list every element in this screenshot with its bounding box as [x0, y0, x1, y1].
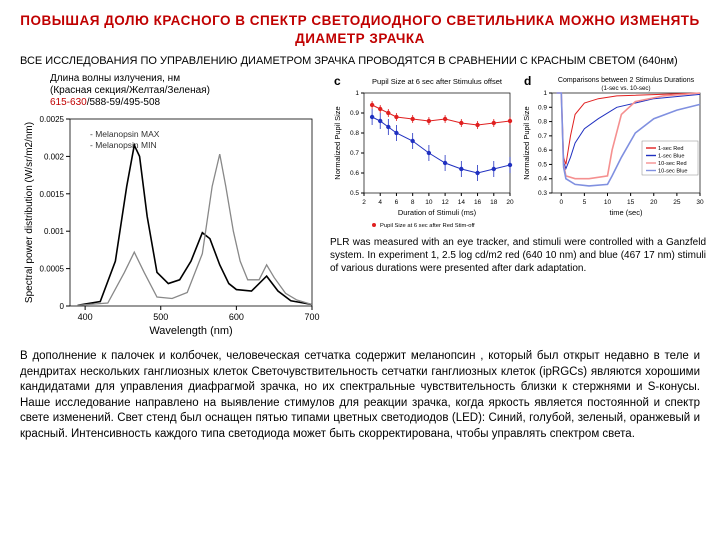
- chart-d: d Comparisons between 2 Stimulus Duration…: [520, 73, 706, 228]
- spectral-chart: 400 500 600 700 0 0.0005 0.001 0.0015 0.002 0.002…: [20, 111, 320, 341]
- wl-line3: 615-630/588-59/495-508: [50, 97, 320, 109]
- svg-text:0: 0: [60, 302, 65, 311]
- svg-text:20: 20: [650, 199, 658, 206]
- svg-text:0.6: 0.6: [538, 147, 547, 154]
- svg-text:600: 600: [229, 312, 244, 322]
- wavelength-caption: Длина волны излучения, нм (Красная секци…: [50, 73, 320, 109]
- svg-text:0.5: 0.5: [350, 190, 359, 197]
- svg-text:Pupil Size at 6 sec after Red: Pupil Size at 6 sec after Red Stim-off: [380, 223, 475, 228]
- svg-text:18: 18: [490, 199, 498, 206]
- svg-text:2: 2: [362, 199, 366, 206]
- svg-text:5: 5: [583, 199, 587, 206]
- svg-text:10-sec Blue: 10-sec Blue: [658, 169, 688, 175]
- svg-text:Normalized Pupil Size: Normalized Pupil Size: [522, 106, 531, 179]
- svg-text:1: 1: [543, 90, 547, 97]
- svg-text:0.7: 0.7: [538, 133, 547, 140]
- svg-text:14: 14: [458, 199, 466, 206]
- svg-text:time (sec): time (sec): [610, 208, 643, 217]
- svg-text:0.6: 0.6: [350, 170, 359, 177]
- svg-text:- Melanopsin MIN: - Melanopsin MIN: [90, 140, 157, 150]
- svg-text:0.5: 0.5: [538, 162, 547, 169]
- svg-text:0.9: 0.9: [538, 104, 547, 111]
- svg-text:1: 1: [355, 90, 359, 97]
- svg-text:25: 25: [673, 199, 681, 206]
- svg-text:10: 10: [604, 199, 612, 206]
- body-paragraph: В дополнение к палочек и колбочек, челов…: [20, 349, 700, 442]
- svg-text:Wavelength (nm): Wavelength (nm): [149, 325, 232, 337]
- left-column: Длина волны излучения, нм (Красная секци…: [20, 73, 320, 341]
- svg-text:0.001: 0.001: [44, 227, 65, 236]
- svg-text:1-sec Blue: 1-sec Blue: [658, 154, 684, 160]
- svg-text:4: 4: [378, 199, 382, 206]
- svg-text:0.7: 0.7: [350, 150, 359, 157]
- chart-c: c Pupil Size at 6 sec after Stimulus offs…: [330, 73, 516, 228]
- svg-text:0.0005: 0.0005: [40, 265, 65, 274]
- svg-text:500: 500: [153, 312, 168, 322]
- wl-line2: (Красная секция/Желтая/Зеленая): [50, 85, 320, 97]
- wl-rest: /588-59/495-508: [87, 97, 160, 108]
- svg-text:0.8: 0.8: [538, 119, 547, 126]
- svg-text:12: 12: [441, 199, 449, 206]
- svg-text:0.9: 0.9: [350, 110, 359, 117]
- svg-text:0.0025: 0.0025: [40, 115, 65, 124]
- svg-text:10: 10: [425, 199, 433, 206]
- figure-row: Длина волны излучения, нм (Красная секци…: [20, 73, 700, 341]
- right-column: c Pupil Size at 6 sec after Stimulus offs…: [330, 73, 706, 275]
- svg-text:6: 6: [395, 199, 399, 206]
- svg-text:8: 8: [411, 199, 415, 206]
- svg-text:Comparisons between 2 Stimulus: Comparisons between 2 Stimulus Durations: [558, 77, 695, 84]
- svg-text:Pupil Size at 6 sec after Stim: Pupil Size at 6 sec after Stimulus offse…: [372, 77, 503, 86]
- subtitle: ВСЕ ИССЛЕДОВАНИЯ ПО УПРАВЛЕНИЮ ДИАМЕТРОМ…: [20, 55, 700, 67]
- svg-text:0.002: 0.002: [44, 152, 65, 161]
- svg-text:0.4: 0.4: [538, 176, 547, 183]
- svg-text:0.3: 0.3: [538, 190, 547, 197]
- svg-text:700: 700: [304, 312, 319, 322]
- svg-text:Duration of Stimuli (ms): Duration of Stimuli (ms): [398, 208, 477, 217]
- svg-text:(1-sec vs. 10-sec): (1-sec vs. 10-sec): [601, 85, 650, 92]
- svg-text:10-sec Red: 10-sec Red: [658, 161, 687, 167]
- right-caption: PLR was measured with an eye tracker, an…: [330, 236, 706, 275]
- wl-red: 615-630: [50, 97, 87, 108]
- wl-line1: Длина волны излучения, нм: [50, 73, 320, 85]
- svg-text:d: d: [524, 74, 531, 88]
- svg-text:16: 16: [474, 199, 482, 206]
- svg-text:400: 400: [78, 312, 93, 322]
- page-title: ПОВЫШАЯ ДОЛЮ КРАСНОГО В СПЕКТР СВЕТОДИОД…: [20, 12, 700, 47]
- svg-text:c: c: [334, 74, 341, 88]
- svg-text:30: 30: [696, 199, 704, 206]
- svg-text:- Melanopsin MAX: - Melanopsin MAX: [90, 129, 160, 139]
- svg-text:20: 20: [506, 199, 514, 206]
- svg-text:0.0015: 0.0015: [40, 190, 65, 199]
- svg-text:1-sec Red: 1-sec Red: [658, 146, 684, 152]
- svg-text:Normalized Pupil Size: Normalized Pupil Size: [333, 106, 342, 179]
- svg-text:0.8: 0.8: [350, 130, 359, 137]
- svg-text:15: 15: [627, 199, 635, 206]
- svg-text:0: 0: [559, 199, 563, 206]
- svg-text:Spectral power distribution (W: Spectral power distribution (W/sr/m2/nm): [24, 122, 35, 303]
